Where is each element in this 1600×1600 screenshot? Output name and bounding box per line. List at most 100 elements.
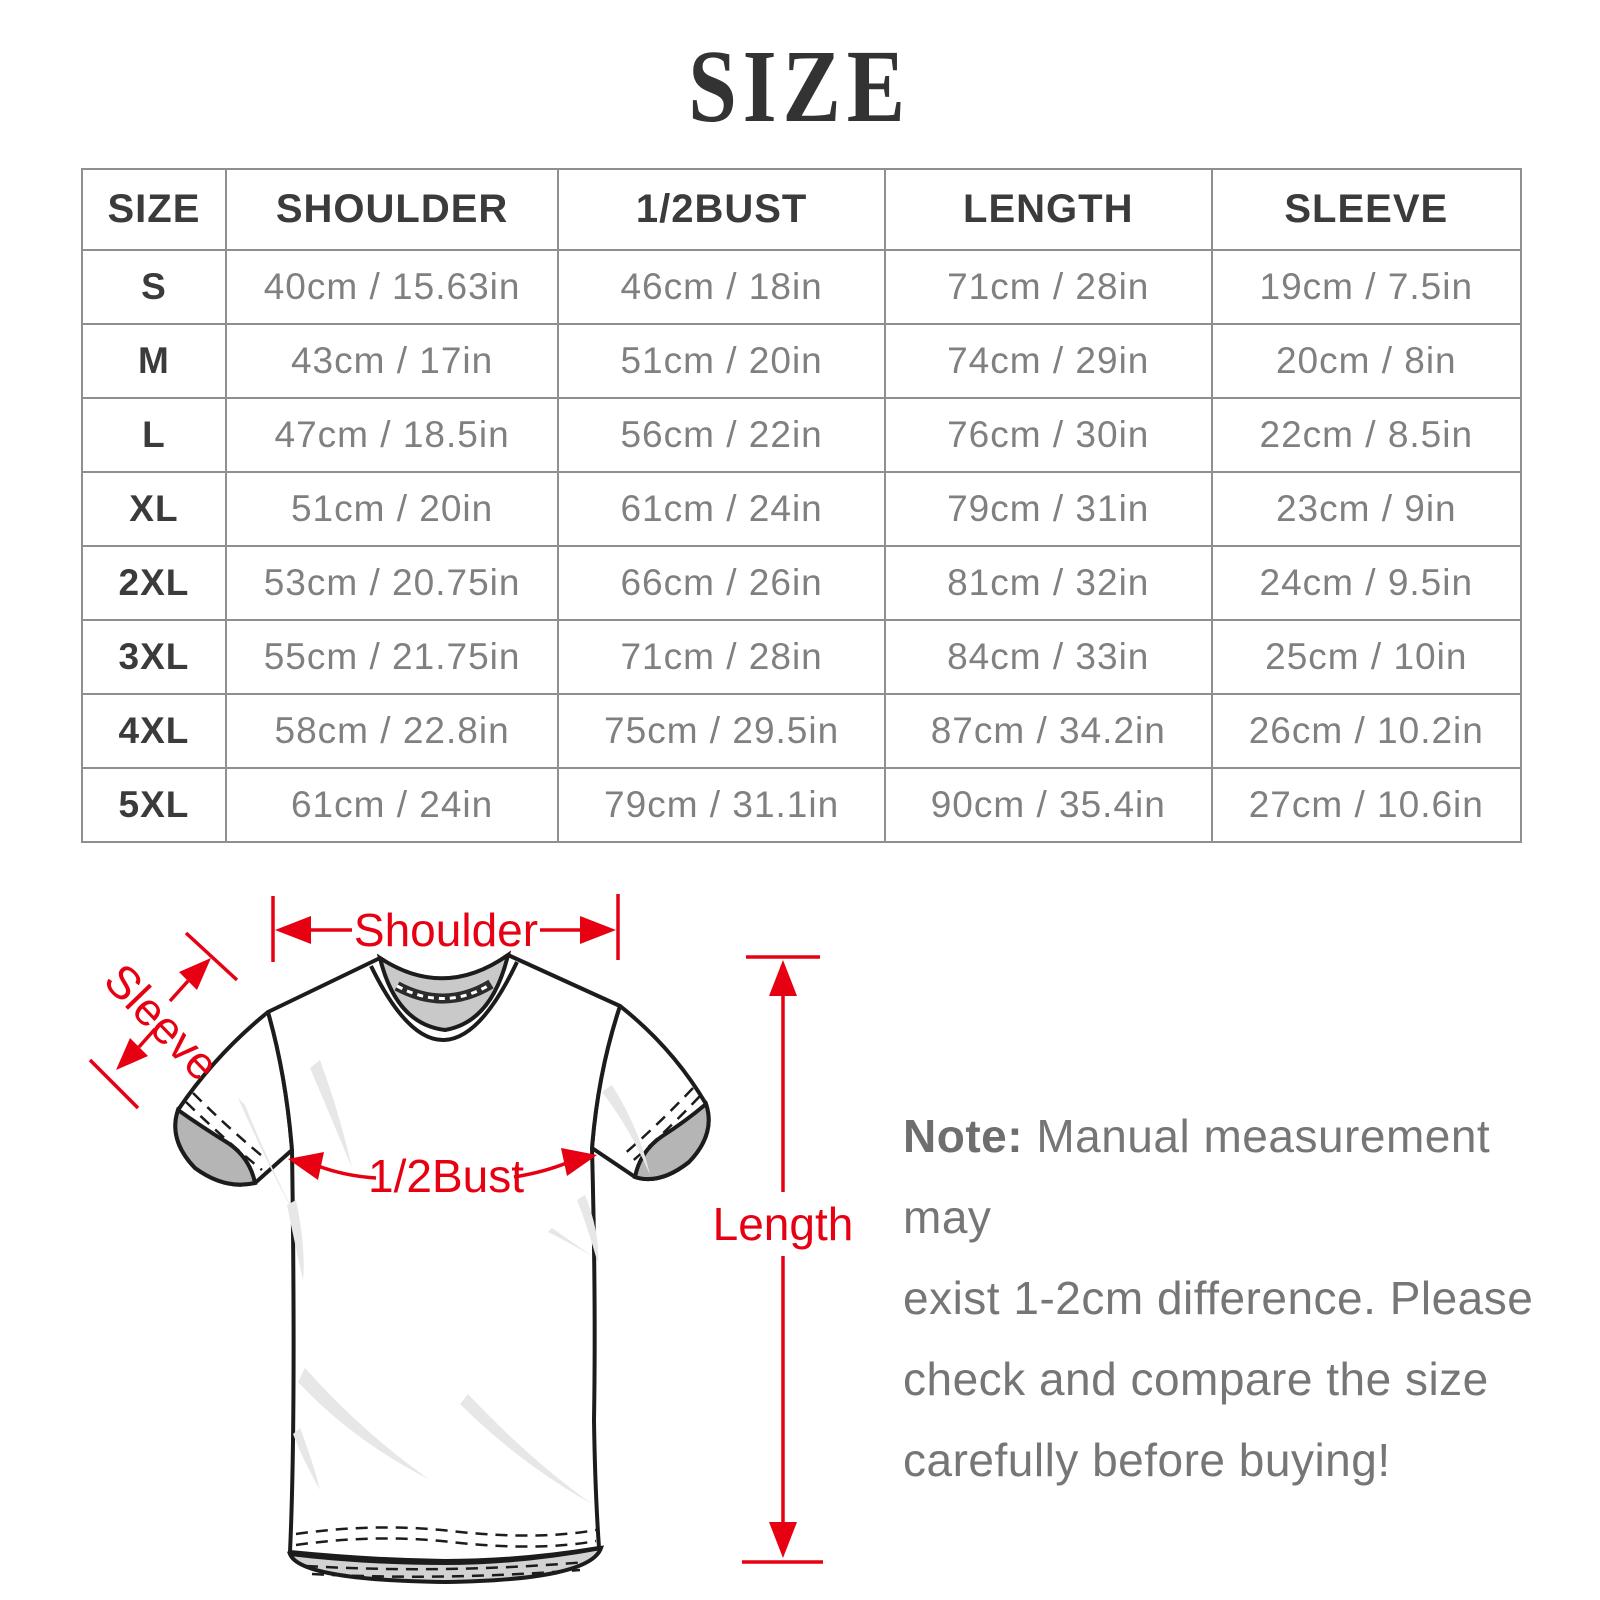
bust-label: 1/2Bust xyxy=(368,1150,524,1202)
length-cell: 90cm / 35.4in xyxy=(883,767,1213,843)
shoulder-cell: 40cm / 15.63in xyxy=(224,249,560,325)
hem-roll-stitch xyxy=(305,1560,587,1571)
collar-zigzag xyxy=(396,982,492,1000)
tshirt-drawing xyxy=(173,950,711,1585)
shoulder-right-arrowhead xyxy=(580,916,616,944)
note-line: Note: Manual measurement may xyxy=(903,1096,1543,1258)
sleeve-top-tick xyxy=(184,931,239,982)
bust-cell: 51cm / 20in xyxy=(557,323,886,399)
bust-cell: 61cm / 24in xyxy=(557,471,886,547)
left-cuff-stitch xyxy=(192,1092,268,1161)
header-bust: 1/2BUST xyxy=(557,168,886,251)
note-line: check and compare the size xyxy=(903,1353,1489,1405)
right-cuff-stitch xyxy=(621,1087,694,1157)
table-row: M 43cm / 17in 51cm / 20in 74cm / 29in 20… xyxy=(81,323,1523,399)
page-title-text: SIZE xyxy=(688,29,912,144)
table-row: 2XL 53cm / 20.75in 66cm / 26in 81cm / 32… xyxy=(81,545,1523,621)
bust-arrow-shaft xyxy=(317,1164,377,1180)
size-cell: 4XL xyxy=(81,693,227,769)
size-cell: M xyxy=(81,323,227,399)
size-cell: 2XL xyxy=(81,545,227,621)
note-line: exist 1-2cm difference. Please xyxy=(903,1272,1534,1324)
shirt-body xyxy=(266,953,622,1563)
note-prefix: Note: xyxy=(903,1110,1024,1162)
bust-arrow-shaft xyxy=(513,1160,570,1179)
collar-band-edge xyxy=(369,961,519,1042)
note-line1: Manual measurement may xyxy=(903,1110,1491,1243)
bust-cell: 66cm / 26in xyxy=(557,545,886,621)
bust-cell: 75cm / 29.5in xyxy=(557,693,886,769)
shoulder-label: Shoulder xyxy=(354,904,538,956)
shoulder-cell: 58cm / 22.8in xyxy=(224,693,560,769)
sleeve-label: Sleeve xyxy=(94,953,229,1090)
length-annotation: Length xyxy=(713,955,854,1564)
note-line: carefully before buying! xyxy=(903,1434,1391,1486)
shoulder-left-arrowhead xyxy=(275,916,311,944)
sleeve-cell: 22cm / 8.5in xyxy=(1210,397,1523,473)
shoulder-annotation: Shoulder xyxy=(271,894,620,962)
length-cell: 76cm / 30in xyxy=(883,397,1213,473)
note-text: Note: Manual measurement may exist 1-2cm… xyxy=(903,1096,1543,1501)
length-cell: 71cm / 28in xyxy=(883,249,1213,325)
bust-cell: 79cm / 31.1in xyxy=(557,767,886,843)
shoulder-cell: 51cm / 20in xyxy=(224,471,560,547)
hem-stitch xyxy=(295,1526,597,1537)
collar-inner xyxy=(376,950,512,1033)
length-cell: 81cm / 32in xyxy=(883,545,1213,621)
bust-cell: 56cm / 22in xyxy=(557,397,886,473)
sleeve-cell: 24cm / 9.5in xyxy=(1210,545,1523,621)
shoulder-cell: 53cm / 20.75in xyxy=(224,545,560,621)
table-row: XL 51cm / 20in 61cm / 24in 79cm / 31in 2… xyxy=(81,471,1523,547)
length-cell: 79cm / 31in xyxy=(883,471,1213,547)
table-row: 5XL 61cm / 24in 79cm / 31.1in 90cm / 35.… xyxy=(81,767,1523,843)
length-down-arrowhead xyxy=(769,1522,797,1558)
length-up-arrowhead xyxy=(769,960,797,996)
length-cell: 74cm / 29in xyxy=(883,323,1213,399)
hem-stitch xyxy=(295,1537,597,1548)
shoulder-cell: 55cm / 21.75in xyxy=(224,619,560,695)
sleeve-up-arrowhead xyxy=(179,958,211,990)
size-table-container: SIZE SHOULDER 1/2BUST LENGTH SLEEVE S 40… xyxy=(81,168,1523,843)
right-cuff xyxy=(632,1100,711,1182)
bust-right-arrowhead xyxy=(561,1148,597,1176)
sleeve-arrow-shaft xyxy=(168,979,190,1003)
sleeve-cell: 27cm / 10.6in xyxy=(1210,767,1523,843)
sleeve-cell: 20cm / 8in xyxy=(1210,323,1523,399)
header-length: LENGTH xyxy=(883,168,1213,251)
sleeve-arrow-shaft xyxy=(137,1027,157,1049)
table-row: S 40cm / 15.63in 46cm / 18in 71cm / 28in… xyxy=(81,249,1523,325)
bust-annotation: 1/2Bust xyxy=(288,1148,597,1202)
right-cuff-stitch xyxy=(627,1095,701,1166)
bust-cell: 71cm / 28in xyxy=(557,619,886,695)
table-row: 4XL 58cm / 22.8in 75cm / 29.5in 87cm / 3… xyxy=(81,693,1523,769)
length-cell: 87cm / 34.2in xyxy=(883,693,1213,769)
left-cuff-stitch xyxy=(185,1101,263,1171)
shoulder-cell: 43cm / 17in xyxy=(224,323,560,399)
header-sleeve: SLEEVE xyxy=(1210,168,1523,251)
table-row: L 47cm / 18.5in 56cm / 22in 76cm / 30in … xyxy=(81,397,1523,473)
sleeve-bottom-tick xyxy=(88,1058,140,1110)
shoulder-cell: 47cm / 18.5in xyxy=(224,397,560,473)
table-row: 3XL 55cm / 21.75in 71cm / 28in 84cm / 33… xyxy=(81,619,1523,695)
size-cell: 3XL xyxy=(81,619,227,695)
table-header-row: SIZE SHOULDER 1/2BUST LENGTH SLEEVE xyxy=(81,168,1523,251)
left-cuff xyxy=(173,1106,258,1187)
length-cell: 84cm / 33in xyxy=(883,619,1213,695)
length-label: Length xyxy=(713,1198,854,1250)
sleeve-down-arrowhead xyxy=(116,1038,148,1070)
sleeve-cell: 23cm / 9in xyxy=(1210,471,1523,547)
header-shoulder: SHOULDER xyxy=(224,168,560,251)
size-table: SIZE SHOULDER 1/2BUST LENGTH SLEEVE S 40… xyxy=(81,168,1523,843)
size-cell: XL xyxy=(81,471,227,547)
header-size: SIZE xyxy=(81,168,227,251)
bust-left-arrowhead xyxy=(288,1152,324,1180)
size-cell: 5XL xyxy=(81,767,227,843)
sleeve-cell: 19cm / 7.5in xyxy=(1210,249,1523,325)
wrinkle-shading xyxy=(238,1060,650,1504)
bust-cell: 46cm / 18in xyxy=(557,249,886,325)
sleeve-cell: 26cm / 10.2in xyxy=(1210,693,1523,769)
size-cell: S xyxy=(81,249,227,325)
sleeve-cell: 25cm / 10in xyxy=(1210,619,1523,695)
